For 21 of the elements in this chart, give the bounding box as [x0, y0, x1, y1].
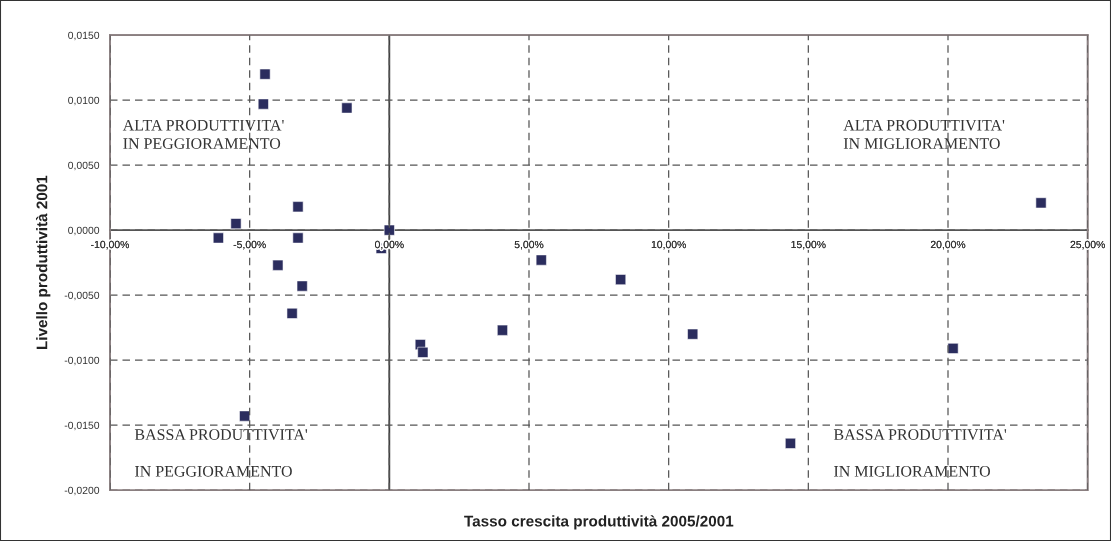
- x-tick-label: 20,00%: [930, 240, 966, 250]
- x-tick-label: 10,00%: [651, 240, 686, 250]
- x-tick-label: -5,00%: [233, 240, 266, 250]
- x-tick-label: 5,00%: [514, 240, 544, 250]
- annotation: ALTA PRODUTTIVITA' IN MIGLIORAMENTO: [843, 119, 1005, 149]
- x-axis-title: Tasso crescita produttività 2005/2001: [464, 515, 734, 530]
- text: BASSA PRODUTTIVITA' IN PEGGIORAMENTO: [134, 429, 308, 477]
- annotation: ALTA PRODUTTIVITA' IN PEGGIORAMENTO: [122, 119, 284, 149]
- x-tick-label: 15,00%: [791, 240, 826, 250]
- y-tick-label: -0,0150: [64, 421, 100, 431]
- y-tick-label: 0,0050: [68, 161, 100, 171]
- y-tick-label: -0,0050: [64, 291, 100, 301]
- y-tick-label: 0,0100: [68, 96, 100, 106]
- y-tick-label: 0,0150: [68, 31, 100, 41]
- x-tick-label: 25,00%: [1070, 240, 1105, 250]
- y-axis-title: Livello produttività 2001: [35, 175, 51, 350]
- y-tick-label: -0,0200: [64, 486, 100, 496]
- x-tick-label: -10,00%: [91, 240, 130, 250]
- text: BASSA PRODUTTIVITA' IN MIGLIORAMENTO: [833, 429, 1007, 477]
- y-tick-label: 0,0000: [68, 226, 100, 236]
- y-tick-label: -0,0100: [64, 356, 100, 366]
